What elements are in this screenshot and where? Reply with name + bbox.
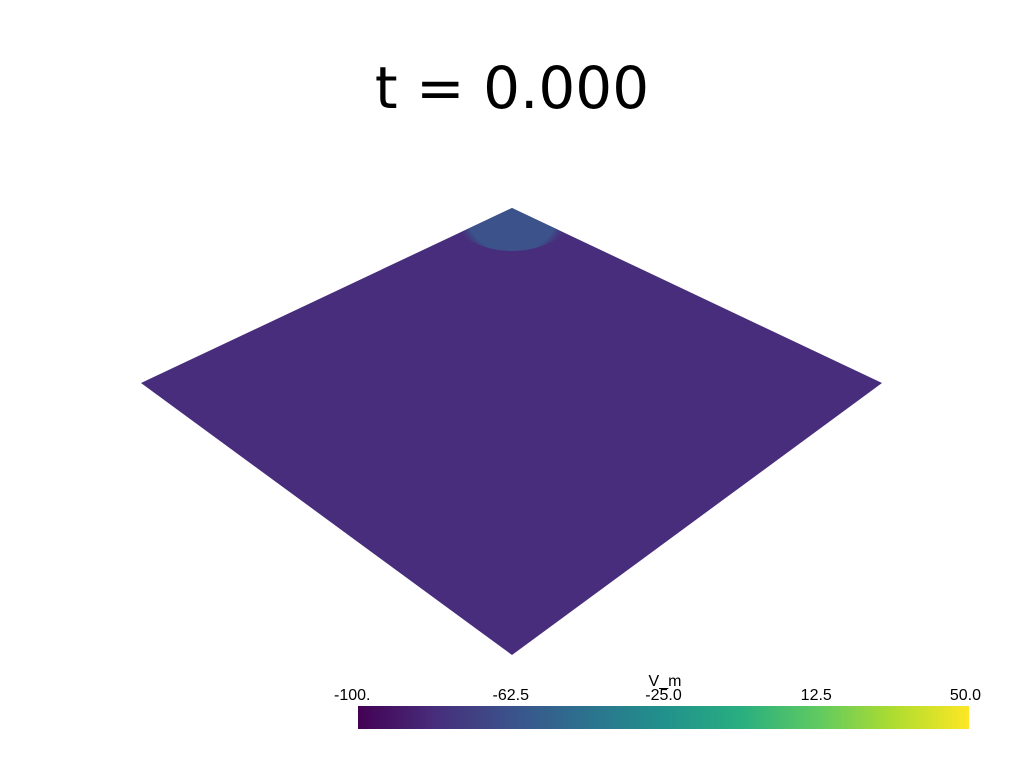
colorbar: V_m -100. -62.5 -25.0 12.5 50.0 [334,673,981,729]
colorbar-tick-label: 12.5 [801,687,832,704]
colorbar-title: V_m [649,673,682,690]
colorbar-tick-label: -25.0 [645,687,682,704]
colorbar-tick-label: 50.0 [950,687,981,704]
colorbar-tick-label: -62.5 [493,687,530,704]
plot-title: t = 0.000 [375,54,649,122]
colorbar-gradient [358,706,969,729]
mesh-surface[interactable] [141,208,882,655]
stimulus-region [446,208,578,251]
colorbar-tick-label: -100. [334,687,370,704]
